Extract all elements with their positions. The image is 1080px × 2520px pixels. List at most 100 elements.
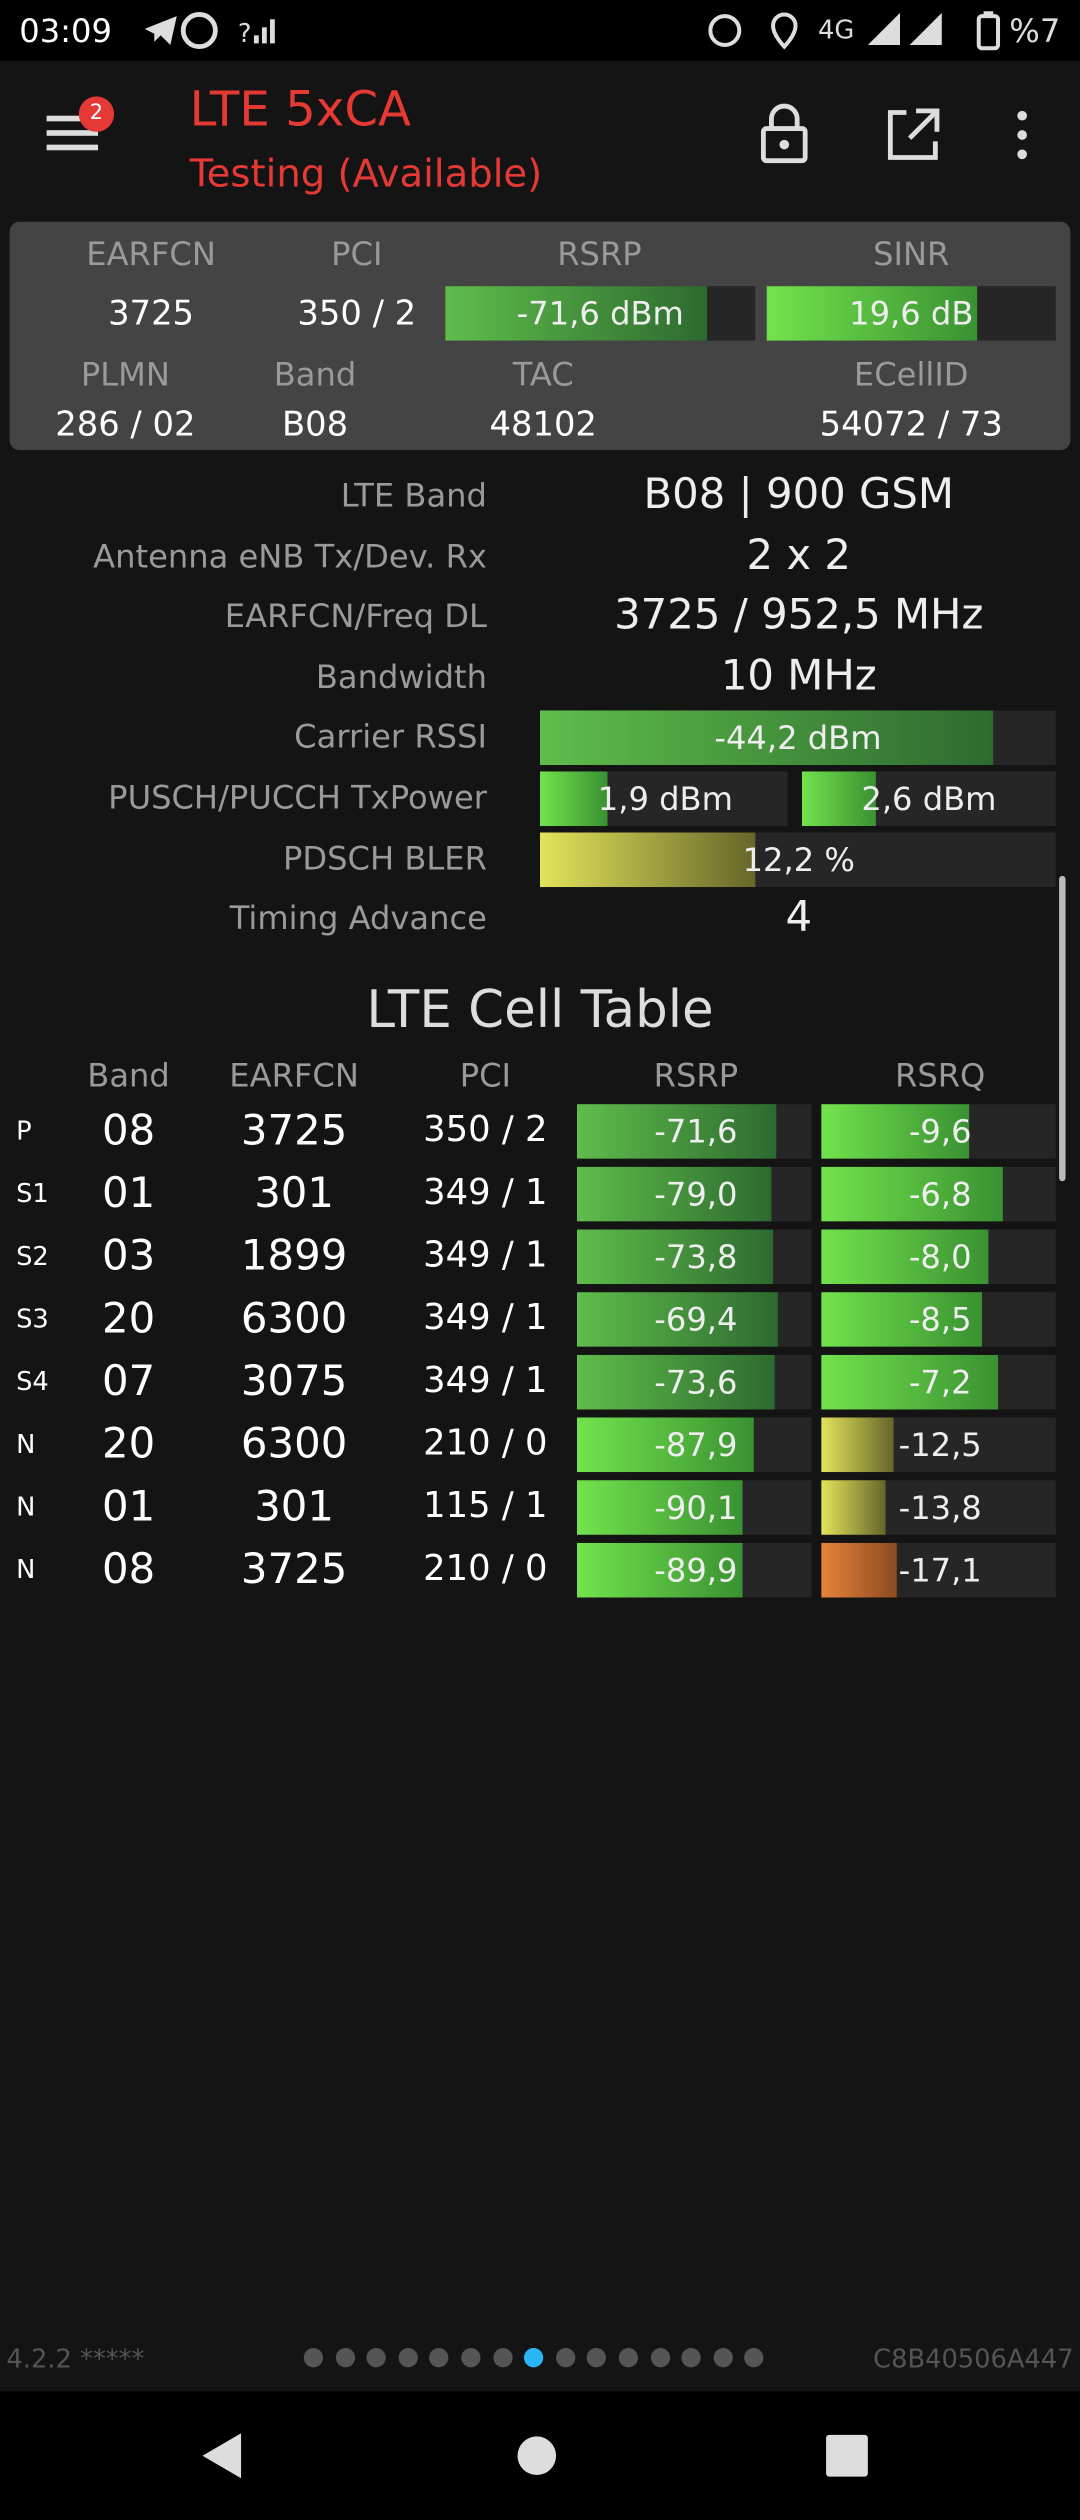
cell-value: 07: [101, 1358, 156, 1407]
network-type: 4G: [818, 14, 855, 46]
home-button[interactable]: [517, 2436, 557, 2476]
cell-value: 349 / 1: [423, 1173, 548, 1214]
rsrq-bar: -8,0: [821, 1229, 1056, 1285]
page-indicator-dot[interactable]: [335, 2348, 355, 2368]
app-title: LTE 5xCA: [189, 81, 411, 139]
cell-value: 01: [101, 1170, 156, 1219]
table-header: PCI: [459, 1055, 512, 1095]
cell-value: 301: [254, 1483, 334, 1532]
bar-fill: [576, 1166, 772, 1222]
rsrp-bar: -73,8: [576, 1229, 812, 1285]
bar-text: -79,0: [654, 1174, 738, 1214]
battery-level: %7: [1009, 11, 1061, 50]
detail-label: Bandwidth: [315, 656, 487, 696]
clock: 03:09: [19, 11, 112, 50]
menu-button[interactable]: [45, 113, 100, 155]
rsrq-bar: -8,5: [821, 1292, 1056, 1347]
detail-label: Carrier RSSI: [294, 717, 487, 756]
cell-value: 20: [101, 1295, 156, 1344]
bar-fill: [821, 1292, 982, 1347]
open-external-button[interactable]: [884, 106, 942, 164]
bar-text: -12,5: [898, 1425, 982, 1465]
bar-text: -69,4: [654, 1300, 738, 1339]
detail-label: Timing Advance: [229, 898, 487, 938]
cell-value: 08: [101, 1546, 156, 1595]
page-indicator-dot[interactable]: [429, 2348, 450, 2368]
battery-icon: [976, 11, 1001, 51]
bar-fill: [576, 1229, 774, 1285]
cell-value: 6300: [240, 1420, 348, 1469]
bar-fill: [540, 771, 608, 827]
cell-value: 08: [101, 1107, 156, 1156]
detail-label: Antenna eNB Tx/Dev. Rx: [93, 536, 487, 575]
lock-button[interactable]: [755, 103, 813, 167]
cell-type: N: [16, 1491, 36, 1522]
page-indicator-dot[interactable]: [681, 2348, 702, 2368]
bar-fill: [540, 831, 756, 887]
cell-value: 210 / 0: [423, 1549, 548, 1590]
version: 4.2.2 *****: [6, 2343, 145, 2374]
cell-type: P: [16, 1115, 32, 1146]
summary-label: ECellID: [853, 355, 969, 394]
rssi-bar: -44,2 dBm: [540, 710, 1056, 766]
rsrp-bar: -71,6: [576, 1104, 812, 1159]
cell-value: 03: [101, 1232, 156, 1281]
summary-label: Band: [273, 355, 357, 394]
bar-fill: [445, 286, 708, 341]
bar-text: -87,9: [654, 1425, 738, 1465]
page-indicator-dot[interactable]: [492, 2348, 513, 2368]
rsrq-bar: -7,2: [821, 1354, 1056, 1410]
cell-type: N: [16, 1428, 36, 1460]
page-indicator-dot[interactable]: [587, 2348, 607, 2368]
bar-text: -90,1: [654, 1488, 738, 1527]
bar-text: -6,8: [908, 1174, 972, 1214]
recents-button[interactable]: [826, 2434, 868, 2477]
page-indicator-dot[interactable]: [555, 2348, 576, 2368]
bar-text: -9,6: [908, 1112, 972, 1151]
rsrp-bar: -73,6: [576, 1354, 812, 1410]
page-indicator-dot[interactable]: [618, 2348, 639, 2368]
page-indicator-dot[interactable]: [461, 2348, 481, 2368]
page-indicator-dot[interactable]: [744, 2348, 765, 2368]
bar-text: -8,0: [908, 1237, 972, 1277]
summary-label: PLMN: [80, 355, 170, 394]
back-button[interactable]: [202, 2433, 242, 2479]
bar-fill: [821, 1542, 897, 1598]
cell-value: 3725: [240, 1107, 348, 1156]
summary-label: SINR: [873, 234, 950, 274]
page-indicator-dot[interactable]: [398, 2348, 418, 2368]
summary-label: PCI: [331, 234, 383, 274]
cell-value: 1899: [240, 1232, 348, 1281]
rsrq-bar: -17,1: [821, 1542, 1056, 1598]
bar-text: -73,8: [654, 1237, 738, 1277]
bar-text: -71,6 dBm: [516, 294, 684, 333]
page-indicator-dot[interactable]: [650, 2348, 670, 2368]
page-indicator-dot[interactable]: [303, 2348, 324, 2368]
bar-text: 19,6 dB: [849, 294, 974, 333]
cell-type: S1: [16, 1178, 49, 1209]
cell-value: 349 / 1: [423, 1235, 548, 1277]
cell-type: S3: [16, 1303, 49, 1334]
summary-label: RSRP: [557, 234, 642, 274]
cell-value: 01: [101, 1483, 156, 1532]
cell-value: 349 / 1: [423, 1298, 548, 1339]
table-header: Band: [87, 1055, 170, 1095]
page-indicator-dot[interactable]: [713, 2348, 733, 2368]
bar-fill: [576, 1417, 754, 1473]
overflow-menu-button[interactable]: [1009, 109, 1035, 164]
bar-fill: [821, 1166, 1003, 1222]
page-indicator-dot[interactable]: [524, 2348, 544, 2368]
detail-value: 3725 / 952,5 MHz: [614, 591, 984, 640]
detail-value: 4: [785, 893, 813, 943]
bler-bar: 12,2 %: [540, 831, 1056, 887]
detail-value: 10 MHz: [720, 652, 877, 701]
cell-value: 301: [254, 1170, 334, 1219]
summary-value: 350 / 2: [297, 294, 417, 333]
page-indicator-dot[interactable]: [366, 2348, 387, 2368]
cell-type: S2: [16, 1240, 49, 1272]
table-title: LTE Cell Table: [366, 978, 714, 1040]
rsrp-bar: -69,4: [576, 1292, 812, 1347]
bar-fill: [801, 771, 876, 827]
rsrp-bar: -71,6 dBm: [445, 286, 756, 341]
